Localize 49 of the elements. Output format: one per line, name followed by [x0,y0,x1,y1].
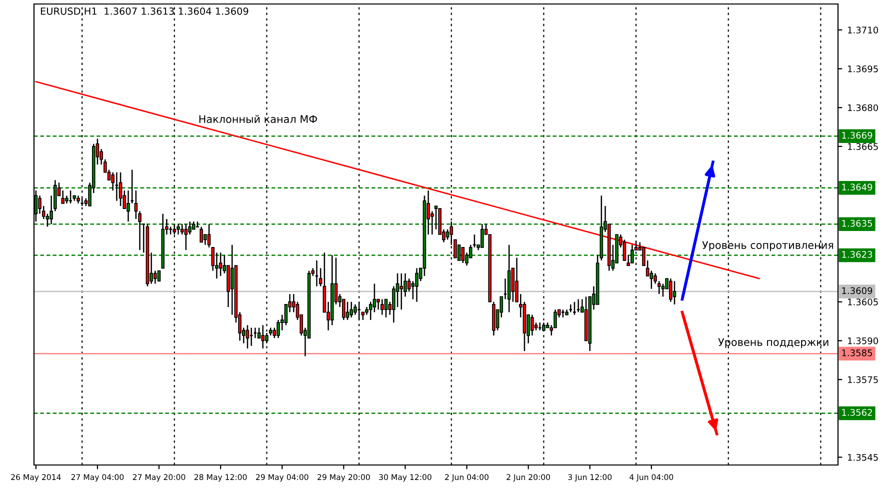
y-tick-label: 1.3605 [848,298,878,306]
candlestick [61,190,65,204]
ref-line-label: 1.3649 [842,184,872,190]
candlestick [246,324,250,350]
candlestick [380,298,384,316]
candlestick [538,322,542,331]
candlestick [400,272,404,310]
candlestick [572,301,576,316]
candlestick [650,270,654,290]
candlestick [118,172,122,207]
candlestick [157,270,161,282]
candlestick [372,283,376,313]
y-tick-label: 1.3710 [848,26,878,34]
candlestick [672,280,676,306]
candlestick [346,301,350,321]
candlestick [261,324,265,350]
candlestick [184,224,188,251]
candlestick [200,226,203,243]
candlestick [530,314,534,336]
annotation: Наклонный канал МФ [199,115,318,124]
ref-line-label: 1.3585 [842,349,872,356]
candlestick [114,172,119,202]
y-tick-label: 1.3590 [848,337,878,344]
y-tick-label: 1.3680 [848,104,878,112]
ref-line-label: 1.3635 [842,220,872,227]
candlestick [461,246,465,264]
candlestick [350,301,354,318]
annotation: Уровень поддержки [718,338,828,348]
candlestick [446,228,450,240]
candlestick [276,319,280,339]
y-tick-label: 1.3575 [848,376,878,384]
candlestick [257,327,261,339]
ref-line-label: 1.3669 [842,132,872,139]
y-tick-label: 1.3545 [848,454,878,461]
y-tick-label: 1.3695 [848,65,878,72]
candlestick [384,298,388,318]
annotation: Уровень сопротивления [702,241,834,252]
candlestick [180,224,184,236]
y-tick-label: 1.3665 [848,143,878,150]
candlestick [669,278,672,302]
ref-line-label: 1.3623 [842,251,872,258]
ref-line-label: 1.3562 [842,408,872,416]
candlestick [642,247,646,266]
candlestick [218,252,222,277]
chart-title: EURUSD,H1 1.3607 1.3613 1.3604 1.3609 [40,7,248,16]
ref-line-label: 1.3609 [842,287,872,294]
candlestick [407,278,411,292]
candlestick [154,270,157,284]
candlestick [415,268,418,302]
